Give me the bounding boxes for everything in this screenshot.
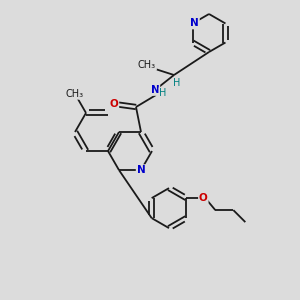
Text: H: H — [159, 88, 167, 98]
Text: N: N — [136, 165, 146, 175]
Text: CH₃: CH₃ — [66, 89, 84, 99]
Text: CH₃: CH₃ — [138, 60, 156, 70]
Text: O: O — [110, 99, 118, 109]
Text: H: H — [173, 78, 181, 88]
Text: O: O — [199, 193, 208, 203]
Text: N: N — [151, 85, 159, 95]
Text: N: N — [190, 19, 199, 28]
